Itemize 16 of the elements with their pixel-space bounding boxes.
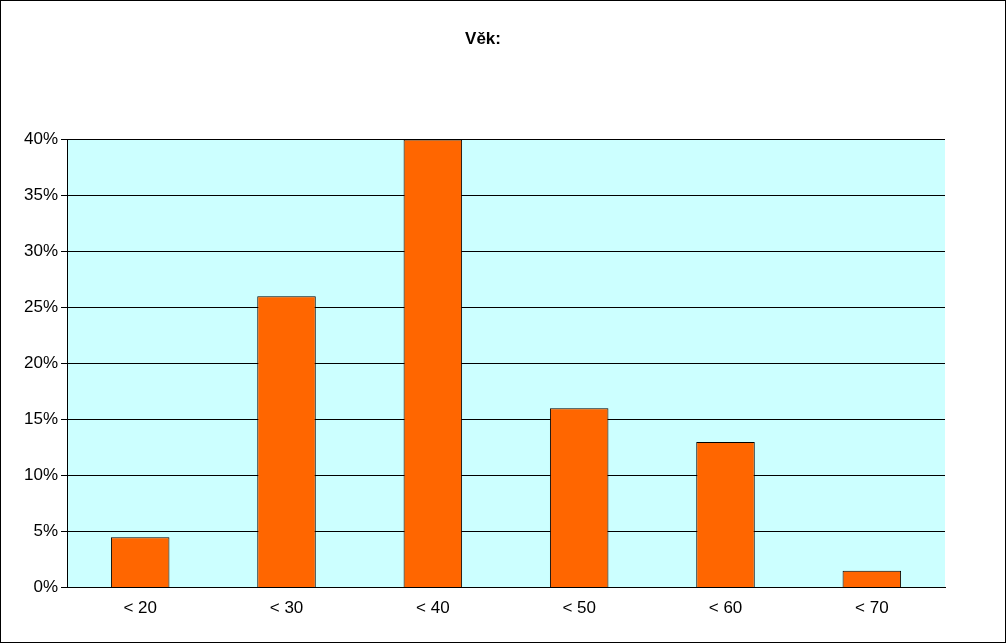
y-tick-label: 25% xyxy=(23,297,59,317)
x-tick-label: < 20 xyxy=(123,598,157,618)
y-tick-label: 30% xyxy=(23,241,59,261)
x-tick-label: < 60 xyxy=(708,598,743,618)
x-tick-label: < 40 xyxy=(416,598,450,618)
y-tick-label: 35% xyxy=(23,185,59,205)
y-tick-label: 0% xyxy=(33,577,59,597)
chart-title: Věk: xyxy=(465,28,501,48)
x-tick-label: < 30 xyxy=(269,598,304,618)
y-tick-label: 10% xyxy=(23,465,59,485)
x-tick-label: < 70 xyxy=(855,598,889,618)
y-tick-label: 5% xyxy=(33,521,59,541)
y-tick-label: 15% xyxy=(23,409,59,429)
x-tick-label: < 50 xyxy=(562,598,596,618)
y-tick-label: 40% xyxy=(23,129,59,149)
y-tick-label: 20% xyxy=(23,353,59,373)
